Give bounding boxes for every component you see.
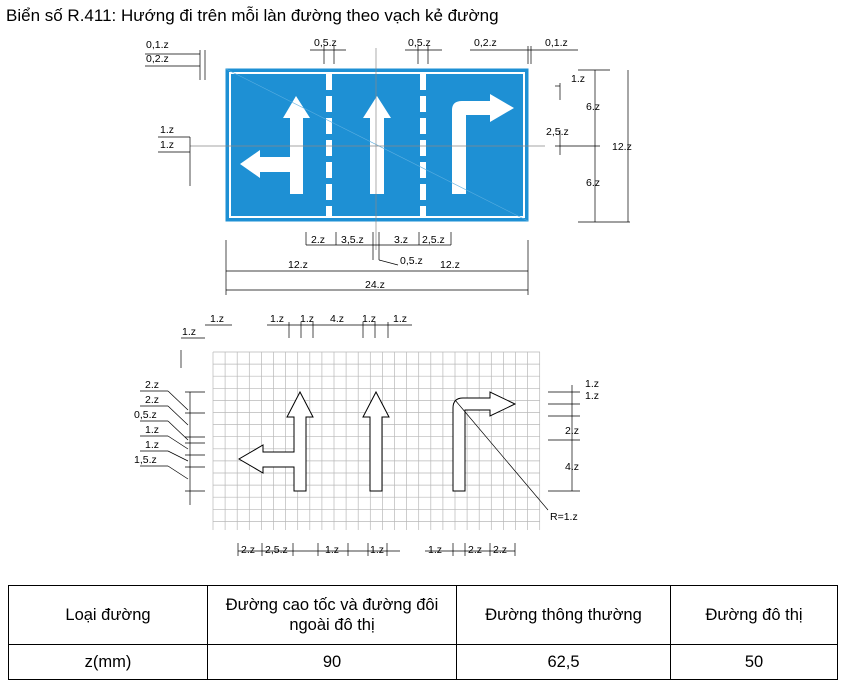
- svg-text:1.z: 1.z: [571, 73, 585, 85]
- table-header-cell: Loại đường: [8, 585, 208, 645]
- grid-dim-labels: 1.z 1.z 1.z 1.z 4.z 1.z 1.z 2.z 2.z 0,5.…: [134, 313, 599, 556]
- svg-text:2,5.z: 2,5.z: [546, 126, 569, 138]
- svg-text:0,5.z: 0,5.z: [134, 409, 157, 421]
- table-cell: z(mm): [8, 644, 208, 680]
- grid-arrows: [238, 390, 517, 492]
- table-header-cell: Đường cao tốc và đường đôi ngoài đô thị: [207, 585, 457, 645]
- svg-text:2.z: 2.z: [145, 394, 159, 406]
- svg-text:0,5.z: 0,5.z: [408, 37, 431, 49]
- svg-text:1.z: 1.z: [428, 544, 442, 556]
- svg-text:2.z: 2.z: [311, 234, 325, 246]
- svg-text:3.z: 3.z: [394, 234, 408, 246]
- svg-text:1.z: 1.z: [145, 439, 159, 451]
- svg-text:4.z: 4.z: [565, 461, 579, 473]
- table-cell: 50: [670, 644, 838, 680]
- svg-text:2,5.z: 2,5.z: [265, 544, 288, 556]
- svg-text:4.z: 4.z: [330, 313, 344, 325]
- lane-divider-right: [420, 73, 426, 217]
- svg-text:1.z: 1.z: [160, 139, 174, 151]
- svg-text:2,5.z: 2,5.z: [422, 234, 445, 246]
- svg-text:12.z: 12.z: [440, 259, 460, 271]
- grid-arrow-straight-left-icon: [238, 390, 314, 492]
- size-table: Loại đường Đường cao tốc và đường đôi ng…: [8, 585, 838, 680]
- table-cell: 90: [207, 644, 457, 680]
- top-sign-dimensions: [145, 46, 630, 295]
- table-row: z(mm) 90 62,5 50: [8, 644, 838, 680]
- svg-text:1.z: 1.z: [362, 313, 376, 325]
- svg-text:2.z: 2.z: [565, 425, 579, 437]
- svg-text:0,2.z: 0,2.z: [474, 37, 497, 49]
- arrow-right-icon: [452, 94, 514, 194]
- svg-text:1.z: 1.z: [370, 544, 384, 556]
- table-header-cell: Đường đô thị: [670, 585, 838, 645]
- svg-text:2.z: 2.z: [241, 544, 255, 556]
- svg-text:1.z: 1.z: [393, 313, 407, 325]
- svg-text:6.z: 6.z: [586, 101, 600, 113]
- svg-text:6.z: 6.z: [586, 177, 600, 189]
- svg-text:0,5.z: 0,5.z: [400, 255, 423, 267]
- svg-text:R=1.z: R=1.z: [550, 511, 578, 523]
- page-title: Biển số R.411: Hướng đi trên mỗi làn đườ…: [6, 6, 499, 25]
- arrow-straight-left-icon: [240, 96, 310, 194]
- svg-text:1,5.z: 1,5.z: [134, 454, 157, 466]
- table-header-cell: Đường thông thường: [456, 585, 671, 645]
- svg-text:0,5.z: 0,5.z: [314, 37, 337, 49]
- lane-divider-left: [326, 73, 332, 217]
- svg-text:24.z: 24.z: [365, 279, 385, 291]
- svg-text:1.z: 1.z: [182, 326, 196, 338]
- svg-text:1.z: 1.z: [160, 124, 174, 136]
- svg-text:2.z: 2.z: [468, 544, 482, 556]
- svg-text:3,5.z: 3,5.z: [341, 234, 364, 246]
- grid-dimensions: [140, 322, 580, 556]
- svg-text:12.z: 12.z: [612, 141, 632, 153]
- blue-sign: [225, 68, 529, 222]
- table-cell: 62,5: [456, 644, 671, 680]
- svg-text:1.z: 1.z: [585, 378, 599, 390]
- svg-text:0,1.z: 0,1.z: [146, 39, 169, 51]
- svg-text:1.z: 1.z: [270, 313, 284, 325]
- svg-text:0,1.z: 0,1.z: [545, 37, 568, 49]
- svg-text:2.z: 2.z: [493, 544, 507, 556]
- svg-text:1.z: 1.z: [585, 390, 599, 402]
- svg-text:1.z: 1.z: [325, 544, 339, 556]
- svg-text:12.z: 12.z: [288, 259, 308, 271]
- svg-text:1.z: 1.z: [300, 313, 314, 325]
- svg-text:1.z: 1.z: [145, 424, 159, 436]
- svg-text:2.z: 2.z: [145, 379, 159, 391]
- svg-text:0,2.z: 0,2.z: [146, 53, 169, 65]
- svg-text:1.z: 1.z: [210, 313, 224, 325]
- top-dim-labels: 0,1.z 0,2.z 1.z 1.z 0,5.z 0,5.z 0,2.z 0,…: [146, 37, 632, 291]
- grid-arrow-right-icon: [452, 391, 517, 492]
- sign-drawing: 0,1.z 0,2.z 1.z 1.z 0,5.z 0,5.z 0,2.z 0,…: [134, 37, 632, 556]
- grid-arrow-straight-icon: [362, 390, 390, 492]
- table-header-row: Loại đường Đường cao tốc và đường đôi ng…: [8, 585, 838, 645]
